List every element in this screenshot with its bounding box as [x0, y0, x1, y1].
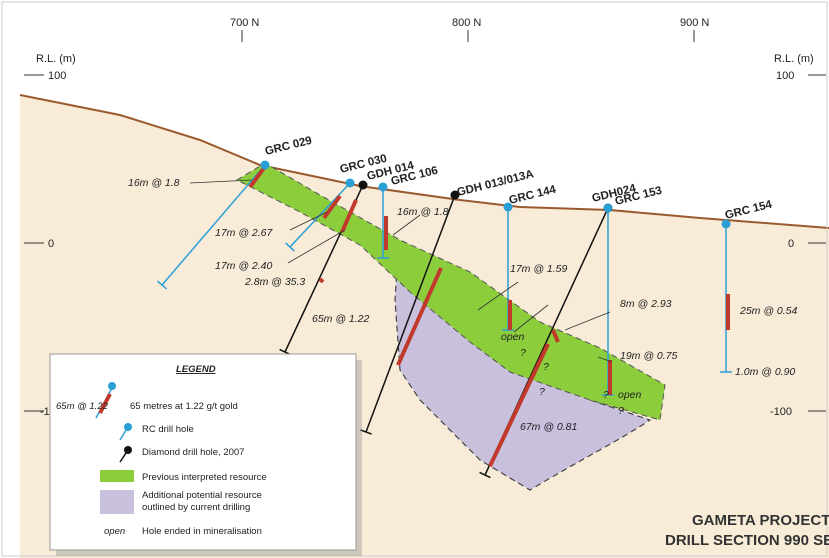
northing-label: 800 N — [452, 17, 481, 29]
intercept-label: 19m @ 0.75 — [620, 350, 678, 362]
collar — [721, 219, 731, 229]
intercept-label: 17m @ 2.40 — [215, 260, 273, 272]
legend-open: open — [104, 526, 125, 537]
legend-text: Diamond drill hole, 2007 — [142, 447, 244, 458]
legend-swatch — [100, 490, 134, 514]
intercept-label: 8m @ 2.93 — [620, 298, 672, 310]
legend-sample: 65m @ 1.22 — [56, 401, 109, 412]
collar — [358, 180, 368, 190]
legend-text: Hole ended in mineralisation — [142, 526, 262, 537]
level-label: -100 — [770, 406, 792, 418]
collar — [450, 190, 460, 200]
drill-holes — [24, 30, 826, 479]
intercept-label: 17m @ 1.59 — [510, 263, 568, 275]
leader — [189, 179, 253, 184]
level-label: 100 — [48, 70, 66, 82]
ground-surface — [19, 94, 829, 229]
query: ? — [618, 405, 624, 417]
hole-end — [479, 471, 491, 479]
intercept — [318, 277, 325, 284]
intercept — [322, 194, 342, 220]
title: GAMETA PROJECT — [692, 512, 829, 529]
collar — [345, 178, 355, 188]
axis-label: R.L. (m) — [774, 53, 814, 65]
leader — [477, 281, 519, 311]
intercept-label: 25m @ 0.54 — [739, 305, 798, 317]
level-label: 0 — [788, 238, 794, 250]
query: ? — [520, 347, 526, 359]
legend-title: LEGEND — [176, 364, 216, 375]
axis-label: R.L. (m) — [36, 53, 76, 65]
leader — [289, 211, 328, 231]
leader — [564, 311, 611, 331]
intercept-label: 16m @ 1.8 — [128, 177, 180, 189]
legend-text: 65 metres at 1.22 g/t gold — [130, 401, 238, 412]
legend-text: Previous interpreted resource — [142, 472, 267, 483]
intercept — [551, 329, 560, 343]
intercept — [340, 199, 358, 233]
legend-swatch — [100, 470, 134, 482]
leader — [597, 356, 613, 363]
collar — [378, 182, 388, 192]
hole-trace — [161, 164, 266, 286]
leader — [287, 229, 346, 264]
collar — [260, 160, 270, 170]
intercept-label: 2.8m @ 35.3 — [244, 276, 305, 288]
northing-label: 700 N — [230, 17, 259, 29]
intercept-label: 67m @ 0.81 — [520, 421, 577, 433]
intercept-label: 65m @ 1.22 — [312, 313, 370, 325]
open-label: open — [618, 389, 642, 401]
collar — [503, 202, 513, 212]
legend-intercept — [98, 393, 112, 414]
hole-end — [360, 429, 372, 435]
legend-collar — [124, 446, 132, 454]
intercept-label: 1.0m @ 0.90 — [735, 366, 795, 378]
intercept-label: 17m @ 2.67 — [215, 227, 274, 239]
query: ? — [543, 361, 549, 373]
legend-text: RC drill hole — [142, 424, 194, 435]
intercept — [396, 267, 443, 366]
open-label: open — [501, 331, 525, 343]
legend-box — [49, 353, 357, 551]
collar — [603, 203, 613, 213]
hole-end — [285, 242, 295, 252]
legend: LEGEND 65m @ 1.22 65 metres at 1.22 g/t go… — [56, 364, 267, 537]
level-label: 100 — [776, 70, 794, 82]
query: ? — [539, 386, 545, 398]
legend-collar — [124, 423, 132, 431]
query: ? — [603, 389, 609, 401]
leader — [513, 304, 549, 333]
legend-collar — [108, 382, 116, 390]
intercept-label: 16m @ 1.8 — [397, 206, 449, 218]
title: DRILL SECTION 990 SE — [665, 532, 829, 549]
intercept — [248, 166, 266, 189]
level-label: 0 — [48, 238, 54, 250]
northing-label: 900 N — [680, 17, 709, 29]
intercept — [488, 343, 550, 467]
hole-trace — [365, 194, 456, 433]
legend-text: outlined by current drilling — [142, 502, 250, 513]
leader — [392, 214, 421, 236]
legend-text: Additional potential resource — [142, 490, 262, 501]
hole-end — [156, 280, 168, 290]
